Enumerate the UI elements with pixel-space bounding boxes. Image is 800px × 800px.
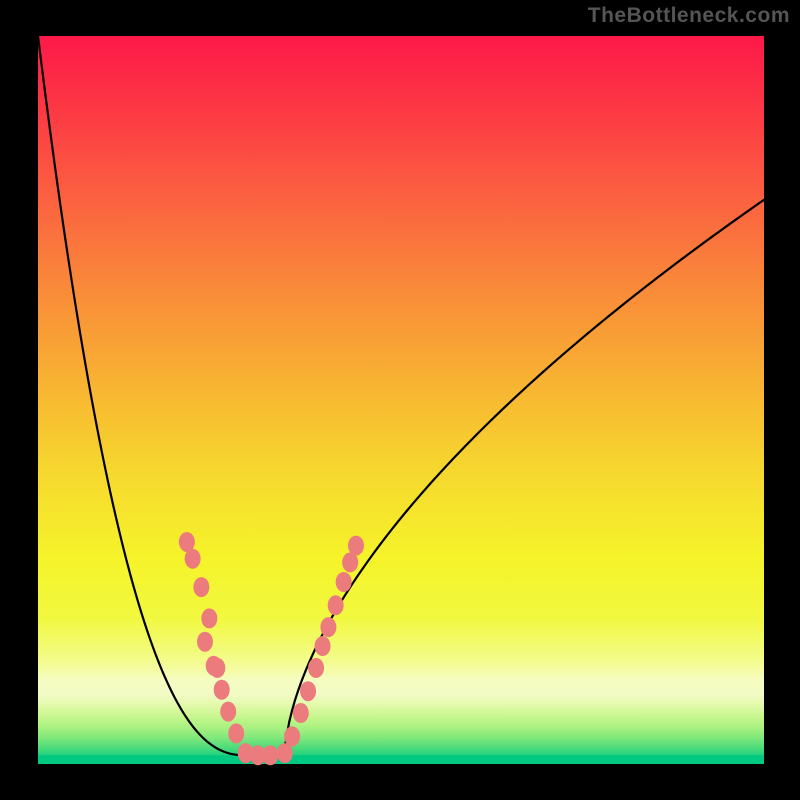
data-marker [336,572,352,592]
bottleneck-curve-chart [0,0,800,800]
data-marker [228,723,244,743]
chart-baseline-band [38,755,764,764]
data-marker [185,549,201,569]
data-marker [328,595,344,615]
data-marker [197,632,213,652]
data-marker [300,681,316,701]
data-marker [220,702,236,722]
chart-gradient-background [38,36,764,764]
data-marker [193,577,209,597]
data-marker [262,745,278,765]
data-marker [315,636,331,656]
data-marker [320,617,336,637]
data-marker [293,703,309,723]
data-marker [214,680,230,700]
chart-container: TheBottleneck.com [0,0,800,800]
data-marker [201,608,217,628]
watermark-text: TheBottleneck.com [588,4,790,28]
data-marker [284,726,300,746]
data-marker [308,658,324,678]
data-marker [209,658,225,678]
data-marker [348,536,364,556]
